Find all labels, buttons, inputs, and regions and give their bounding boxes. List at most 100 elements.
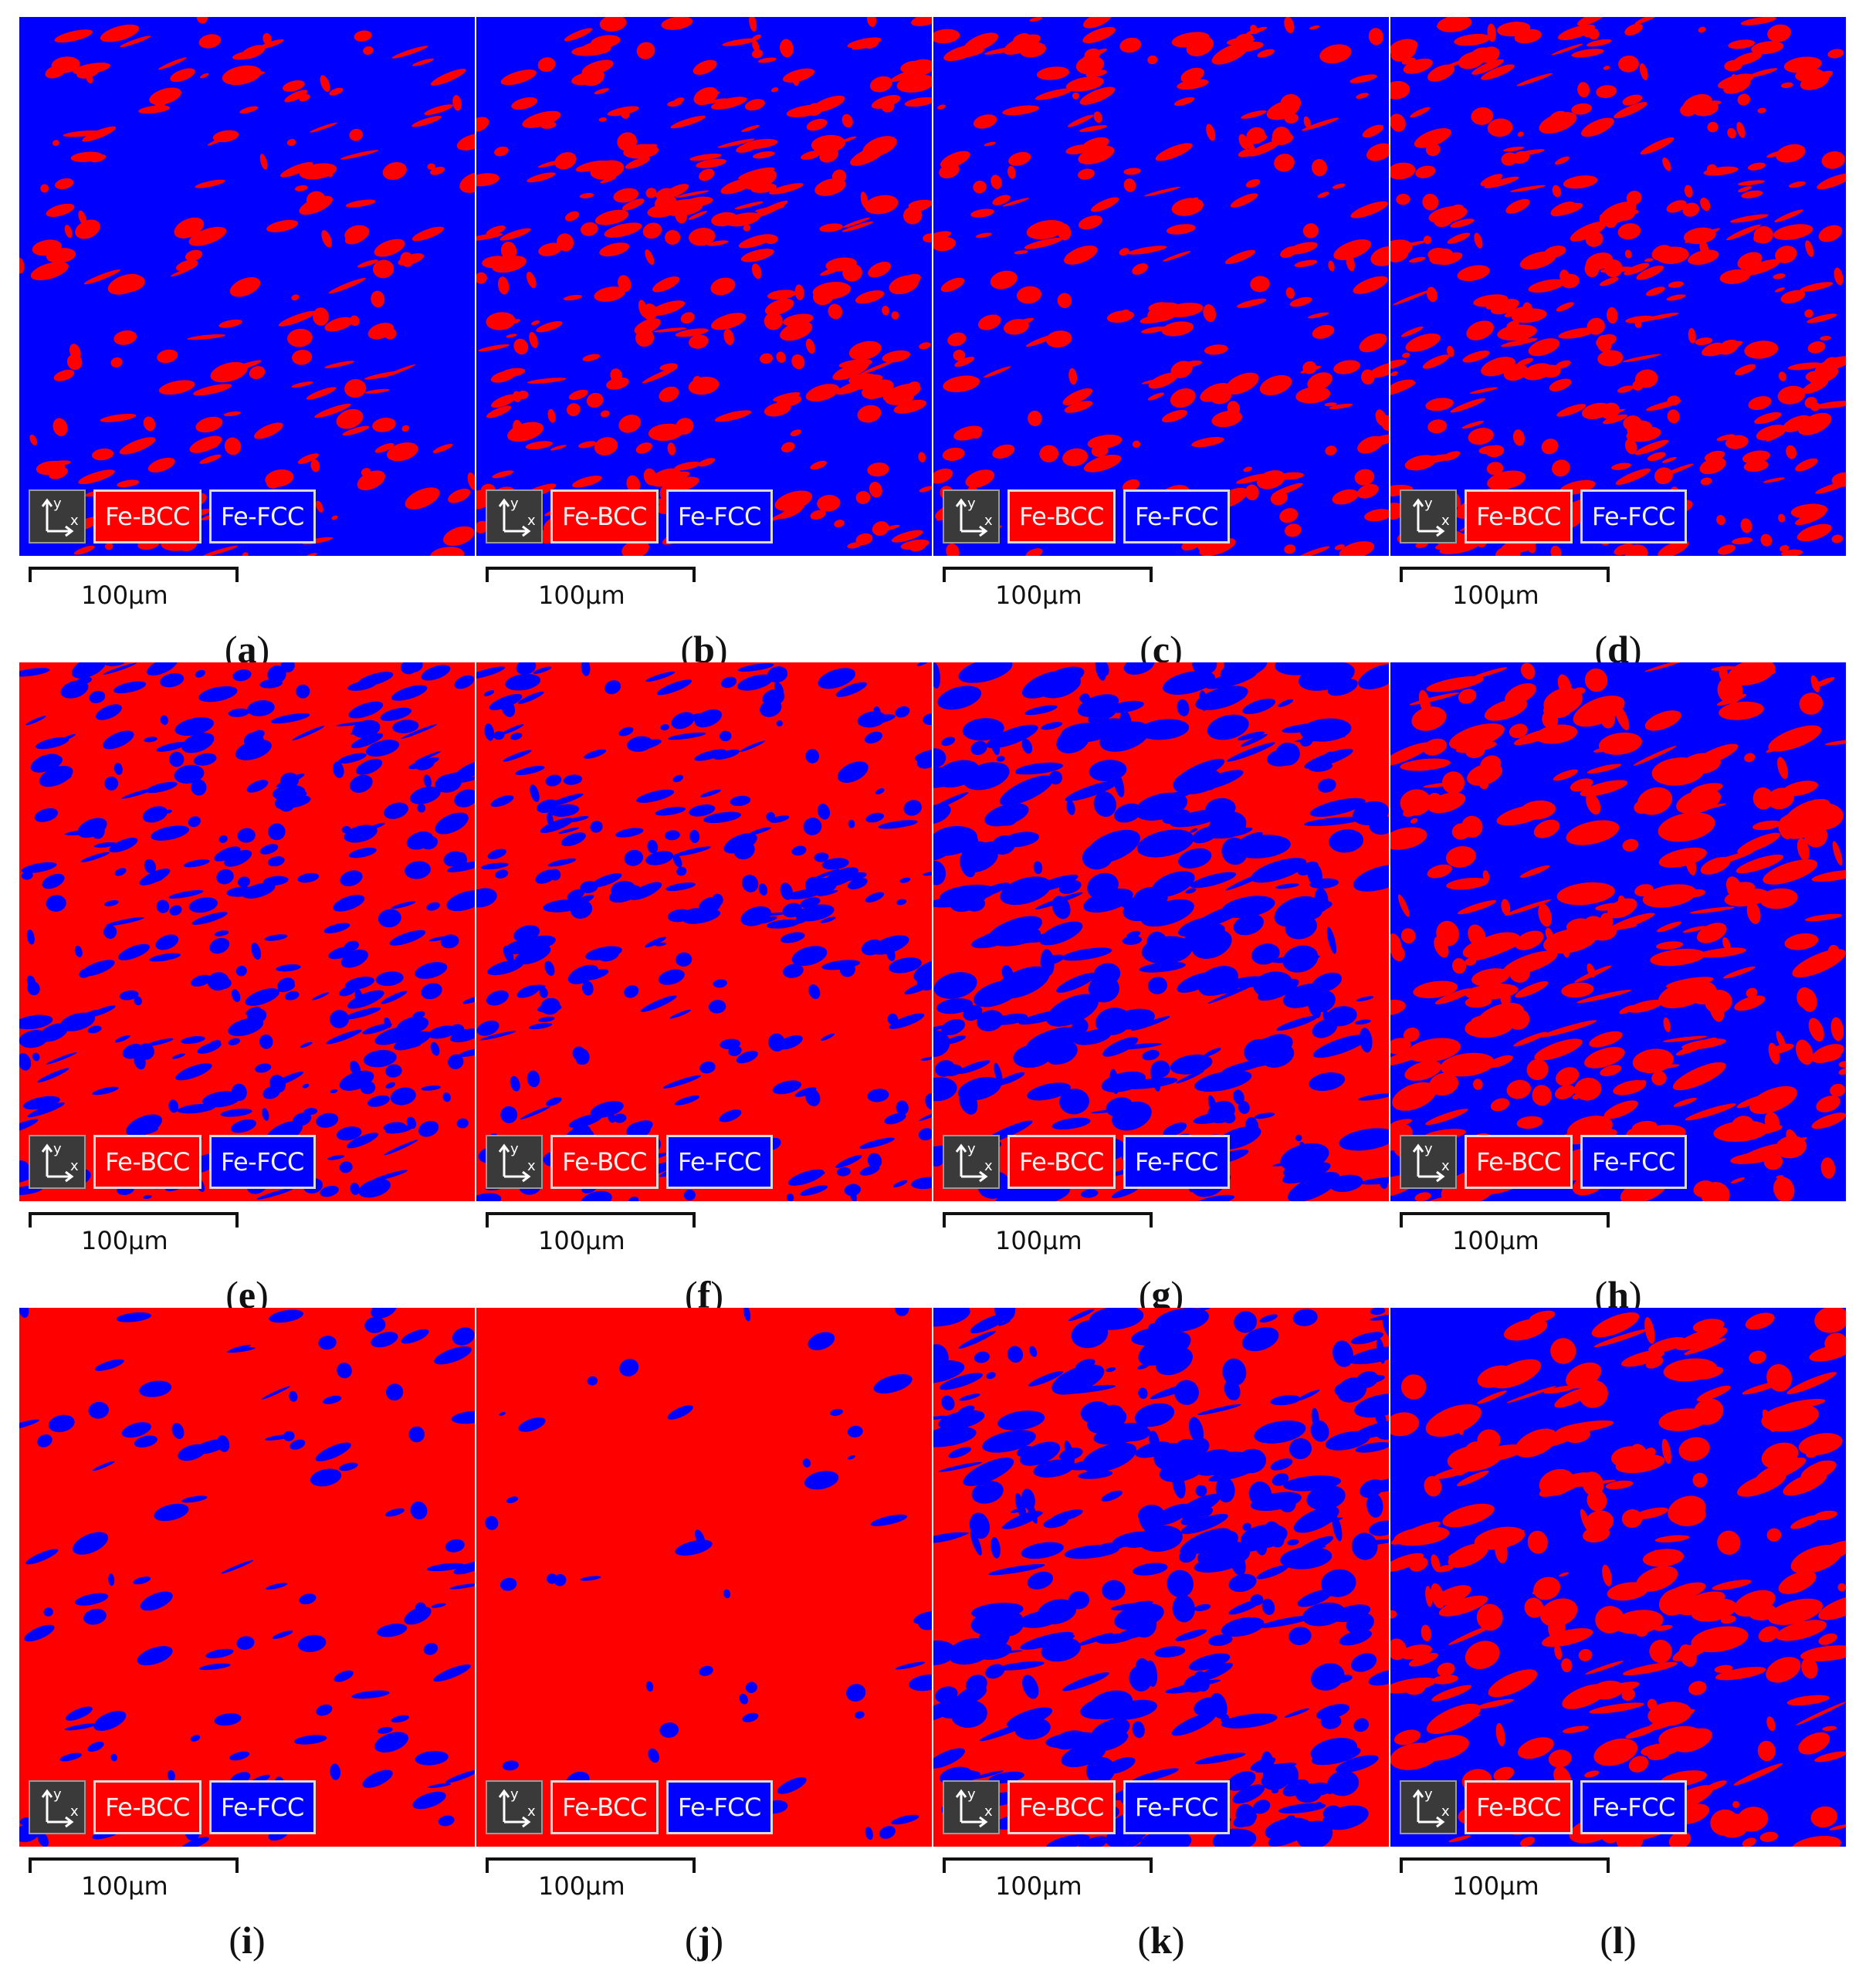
axis-y-label: y xyxy=(1424,1786,1433,1803)
panel-caption: (f) xyxy=(685,1273,723,1316)
scale-bar xyxy=(1400,1212,1610,1228)
phase-map-image xyxy=(933,17,1389,556)
fe-fcc-legend-chip: Fe-FCC xyxy=(665,1780,773,1834)
axis-x-label: x xyxy=(1441,513,1450,529)
axis-y-label: y xyxy=(510,1141,519,1157)
fe-bcc-legend-chip: Fe-BCC xyxy=(1465,1135,1573,1189)
phase-map xyxy=(1390,1308,1846,1847)
scale-bar-label: 100μm xyxy=(81,1871,168,1901)
phase-map xyxy=(476,662,932,1201)
scale-bar-label: 100μm xyxy=(1452,1871,1539,1901)
scale-bar-label: 100μm xyxy=(995,1226,1082,1255)
phase-map-image xyxy=(933,1308,1389,1847)
fe-bcc-legend-chip: Fe-BCC xyxy=(1007,1135,1116,1189)
scale-bar-label: 100μm xyxy=(538,1226,625,1255)
xy-axes-icon: y x xyxy=(486,489,543,544)
axis-x-label: x xyxy=(1441,1803,1450,1820)
scale-bar xyxy=(943,1212,1153,1228)
phase-map xyxy=(19,1308,475,1847)
scale-bar xyxy=(486,567,696,582)
panel-h: y x Fe-BCC Fe-FCC 100μm (h) xyxy=(1390,662,1846,1316)
axis-x-label: x xyxy=(984,513,993,529)
panel-g: y x Fe-BCC Fe-FCC 100μm (g) xyxy=(933,662,1389,1316)
fe-bcc-legend-chip: Fe-BCC xyxy=(93,1780,201,1834)
xy-axes-icon: y x xyxy=(29,1135,86,1189)
xy-axes-icon: y x xyxy=(1400,1780,1457,1834)
xy-axes-icon: y x xyxy=(943,489,1000,544)
xy-axes-icon: y x xyxy=(943,1135,1000,1189)
fe-fcc-legend-chip: Fe-FCC xyxy=(1580,489,1687,544)
scale-bar-label: 100μm xyxy=(81,1226,168,1255)
scale-bar xyxy=(29,1857,239,1873)
axis-x-label: x xyxy=(1441,1158,1450,1174)
phase-legend: y x Fe-BCC Fe-FCC xyxy=(1400,1135,1687,1189)
xy-axes-icon: y x xyxy=(943,1780,1000,1834)
axis-y-label: y xyxy=(967,496,976,512)
scale-bar xyxy=(486,1857,696,1873)
scale-bar xyxy=(29,1212,239,1228)
panel-letter: j xyxy=(697,1918,711,1962)
fe-bcc-legend-chip: Fe-BCC xyxy=(1007,1780,1116,1834)
axis-x-label: x xyxy=(527,1158,536,1174)
xy-axes-icon: y x xyxy=(29,489,86,544)
phase-map-image xyxy=(19,1308,475,1847)
axis-x-label: x xyxy=(527,1803,536,1820)
phase-legend: y x Fe-BCC Fe-FCC xyxy=(943,1780,1230,1834)
axis-y-label: y xyxy=(1424,1141,1433,1157)
fe-fcc-legend-chip: Fe-FCC xyxy=(665,1135,773,1189)
fe-fcc-legend-chip: Fe-FCC xyxy=(665,489,773,544)
axis-y-label: y xyxy=(967,1786,976,1803)
xy-axes-icon: y x xyxy=(1400,489,1457,544)
axis-y-label: y xyxy=(967,1141,976,1157)
axis-x-label: x xyxy=(984,1803,993,1820)
scale-bar-label: 100μm xyxy=(1452,1226,1539,1255)
fe-fcc-legend-chip: Fe-FCC xyxy=(1580,1780,1687,1834)
phase-legend: y x Fe-BCC Fe-FCC xyxy=(943,489,1230,544)
fe-bcc-legend-chip: Fe-BCC xyxy=(1465,489,1573,544)
axis-y-label: y xyxy=(1424,496,1433,512)
phase-map xyxy=(476,17,932,556)
panel-letter: f xyxy=(697,1273,711,1316)
phase-map-image xyxy=(933,662,1389,1201)
xy-axes-icon: y x xyxy=(1400,1135,1457,1189)
scale-bar xyxy=(1400,1857,1610,1873)
scale-bar xyxy=(943,1857,1153,1873)
fe-fcc-legend-chip: Fe-FCC xyxy=(208,489,316,544)
xy-axes-icon: y x xyxy=(29,1780,86,1834)
axis-x-label: x xyxy=(527,513,536,529)
phase-legend: y x Fe-BCC Fe-FCC xyxy=(486,489,773,544)
panel-a: y x Fe-BCC Fe-FCC 100μm (a) xyxy=(19,17,475,671)
fe-fcc-legend-chip: Fe-FCC xyxy=(1123,489,1230,544)
panel-j: y x Fe-BCC Fe-FCC 100μm (j) xyxy=(476,1308,932,1962)
xy-axes-icon: y x xyxy=(486,1135,543,1189)
phase-map xyxy=(1390,662,1846,1201)
phase-legend: y x Fe-BCC Fe-FCC xyxy=(29,489,316,544)
axis-y-label: y xyxy=(510,496,519,512)
scale-bar-label: 100μm xyxy=(995,581,1082,610)
fe-fcc-legend-chip: Fe-FCC xyxy=(1123,1135,1230,1189)
fe-fcc-legend-chip: Fe-FCC xyxy=(1123,1780,1230,1834)
phase-map xyxy=(933,1308,1389,1847)
phase-map-image xyxy=(476,1308,932,1847)
panel-letter: c xyxy=(1152,628,1170,671)
panel-e: y x Fe-BCC Fe-FCC 100μm (e) xyxy=(19,662,475,1316)
fe-fcc-legend-chip: Fe-FCC xyxy=(1580,1135,1687,1189)
panel-d: y x Fe-BCC Fe-FCC 100μm (d) xyxy=(1390,17,1846,671)
phase-legend: y x Fe-BCC Fe-FCC xyxy=(29,1135,316,1189)
phase-map-image xyxy=(1390,1308,1846,1847)
fe-fcc-legend-chip: Fe-FCC xyxy=(208,1780,316,1834)
phase-map xyxy=(476,1308,932,1847)
panel-f: y x Fe-BCC Fe-FCC 100μm (f) xyxy=(476,662,932,1316)
fe-bcc-legend-chip: Fe-BCC xyxy=(550,489,659,544)
fe-bcc-legend-chip: Fe-BCC xyxy=(550,1780,659,1834)
axis-x-label: x xyxy=(984,1158,993,1174)
phase-legend: y x Fe-BCC Fe-FCC xyxy=(29,1780,316,1834)
scale-bar xyxy=(29,567,239,582)
phase-map-image xyxy=(1390,662,1846,1201)
phase-map-image xyxy=(1390,17,1846,556)
fe-fcc-legend-chip: Fe-FCC xyxy=(208,1135,316,1189)
scale-bar xyxy=(1400,567,1610,582)
phase-legend: y x Fe-BCC Fe-FCC xyxy=(1400,1780,1687,1834)
axis-x-label: x xyxy=(70,513,79,529)
